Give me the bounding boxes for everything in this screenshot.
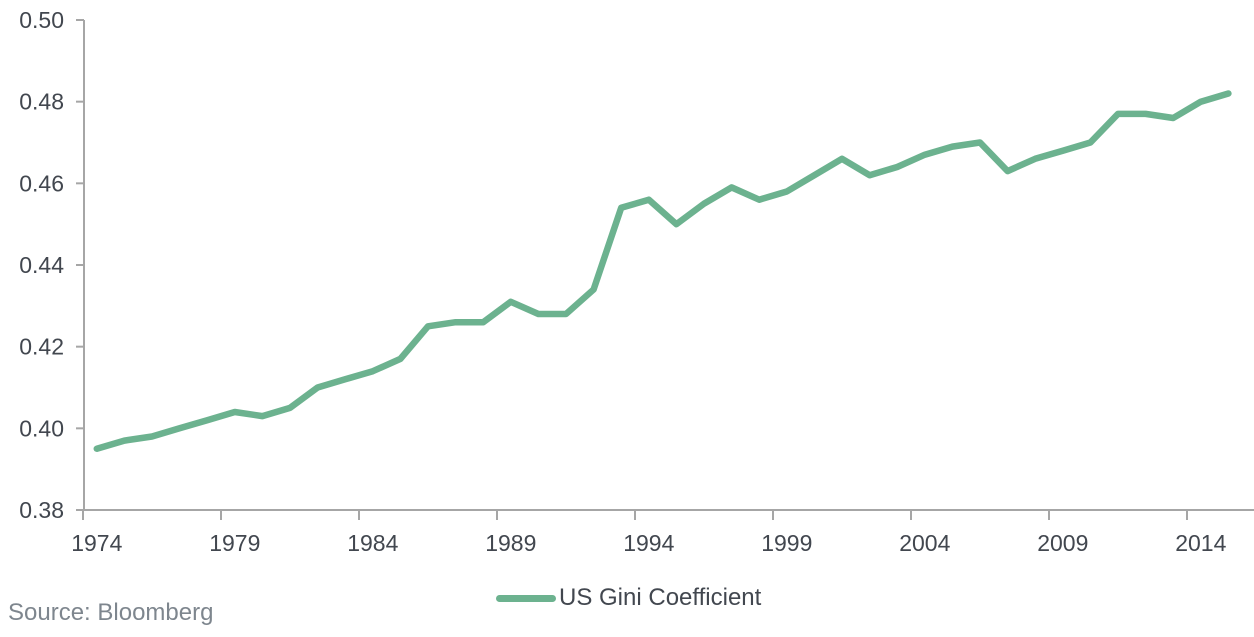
x-axis-tick-label: 1999 [761,530,812,556]
y-axis-tick-label: 0.38 [19,497,64,523]
legend: US Gini Coefficient [496,584,761,612]
legend-line-swatch [496,594,556,602]
x-axis-tick-label: 1979 [209,530,260,556]
x-axis-tick-label: 2014 [1175,530,1226,556]
x-axis-tick-label: 1994 [623,530,674,556]
gini-coefficient-line [93,90,1232,452]
y-axis-tick-label: 0.48 [19,89,64,115]
x-axis-tick-label: 1984 [347,530,398,556]
y-axis-tick-label: 0.44 [19,252,64,278]
source-attribution: Source: Bloomberg [8,599,214,626]
x-axis-tick-label: 2009 [1037,530,1088,556]
legend-label: US Gini Coefficient [559,584,762,611]
x-axis-tick-label: 1974 [71,530,122,556]
x-axis-tick-label: 2004 [899,530,950,556]
y-axis-tick-label: 0.42 [19,334,64,360]
x-axis-tick-label: 1989 [485,530,536,556]
y-axis-tick-label: 0.40 [19,415,64,441]
y-axis-tick-label: 0.50 [19,7,64,33]
y-axis-tick-label: 0.46 [19,170,64,196]
